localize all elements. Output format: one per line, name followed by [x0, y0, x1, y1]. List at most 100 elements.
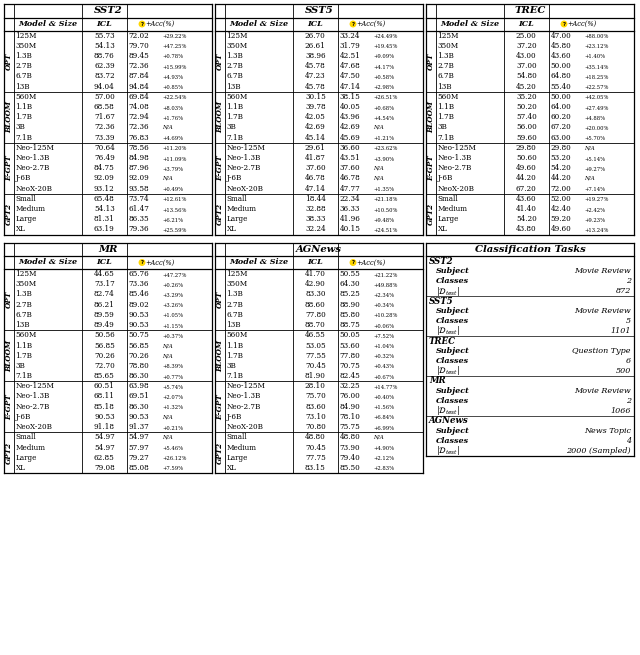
Text: +13.24%: +13.24%	[584, 228, 609, 233]
Text: 1.1B: 1.1B	[15, 103, 33, 111]
Text: 72.70: 72.70	[94, 362, 115, 370]
Text: XL: XL	[15, 464, 26, 472]
Text: 90.53: 90.53	[129, 413, 149, 421]
Text: 43.51: 43.51	[340, 154, 360, 162]
Text: ICL: ICL	[307, 259, 323, 267]
Text: 72.36: 72.36	[129, 62, 149, 70]
Text: Neo-125M: Neo-125M	[15, 383, 54, 390]
Text: 1.7B: 1.7B	[15, 352, 33, 360]
Text: 42.51: 42.51	[340, 52, 360, 60]
Text: +0.43%: +0.43%	[374, 364, 394, 369]
Text: 88.70: 88.70	[305, 321, 326, 329]
Text: Subject: Subject	[436, 387, 470, 395]
Text: Neo-125M: Neo-125M	[227, 144, 266, 152]
Text: 36.33: 36.33	[340, 205, 360, 213]
Text: N/A: N/A	[163, 435, 173, 440]
Text: 32.24: 32.24	[305, 225, 326, 233]
Text: +27.49%: +27.49%	[584, 105, 609, 111]
Text: 45.80: 45.80	[550, 42, 572, 50]
Text: 560M: 560M	[227, 331, 248, 339]
Text: +26.51%: +26.51%	[374, 95, 398, 100]
Text: SST5: SST5	[429, 297, 454, 306]
Text: 1.1B: 1.1B	[227, 341, 244, 350]
Text: Small: Small	[15, 195, 36, 203]
Text: SST2: SST2	[93, 7, 122, 15]
Text: 1.1B: 1.1B	[227, 103, 244, 111]
Text: ?: ?	[140, 22, 143, 27]
Text: +Acc(%): +Acc(%)	[356, 20, 386, 28]
Text: +0.26%: +0.26%	[163, 283, 184, 288]
Text: 92.09: 92.09	[129, 174, 149, 182]
Text: Classes: Classes	[436, 277, 469, 285]
Text: +0.37%: +0.37%	[163, 334, 184, 339]
Text: +4.54%: +4.54%	[374, 116, 394, 121]
Text: +8.03%: +8.03%	[163, 105, 184, 111]
Text: 54.20: 54.20	[550, 164, 572, 172]
Text: +1.05%: +1.05%	[163, 313, 184, 318]
Text: 50.56: 50.56	[94, 331, 115, 339]
Text: 43.96: 43.96	[340, 113, 360, 121]
Text: +1.21%: +1.21%	[374, 136, 394, 141]
Text: AGNews: AGNews	[296, 245, 342, 253]
Text: Movie Review: Movie Review	[574, 307, 631, 315]
Text: 50.60: 50.60	[516, 154, 537, 162]
Text: J-6B: J-6B	[438, 174, 453, 182]
Text: 42.90: 42.90	[305, 280, 326, 288]
Text: +13.56%: +13.56%	[163, 208, 187, 212]
Text: +4.88%: +4.88%	[584, 116, 605, 121]
Text: 560M: 560M	[227, 93, 248, 101]
Text: Large: Large	[15, 454, 37, 462]
Text: 89.02: 89.02	[129, 301, 149, 309]
Text: 72.94: 72.94	[129, 113, 149, 121]
Text: +2.42%: +2.42%	[584, 208, 605, 212]
Text: ICL: ICL	[97, 20, 112, 28]
Text: 1.3B: 1.3B	[227, 291, 243, 299]
Text: +12.61%: +12.61%	[163, 197, 187, 202]
Text: 54.80: 54.80	[516, 73, 537, 81]
Text: +0.67%: +0.67%	[374, 375, 394, 380]
Text: $|\mathcal{D}_{test}|$: $|\mathcal{D}_{test}|$	[436, 364, 460, 377]
Text: BLOOM: BLOOM	[216, 102, 224, 133]
Text: 3B: 3B	[15, 123, 26, 132]
Text: 31.79: 31.79	[340, 42, 360, 50]
Text: 43.00: 43.00	[516, 52, 536, 60]
Text: 350M: 350M	[15, 280, 36, 288]
Text: Medium: Medium	[227, 205, 257, 213]
Text: 62.85: 62.85	[94, 454, 115, 462]
Text: Small: Small	[227, 434, 247, 441]
Text: 1.7B: 1.7B	[227, 113, 243, 121]
Text: Subject: Subject	[436, 347, 470, 355]
Text: 85.46: 85.46	[129, 291, 149, 299]
Text: 68.11: 68.11	[94, 392, 115, 400]
Text: 2.7B: 2.7B	[227, 301, 243, 309]
Text: 44.20: 44.20	[516, 174, 537, 182]
Text: 94.84: 94.84	[129, 83, 149, 90]
Text: +5.46%: +5.46%	[163, 446, 184, 451]
Text: 45.20: 45.20	[516, 83, 537, 90]
Text: Movie Review: Movie Review	[574, 387, 631, 395]
Text: +Acc(%): +Acc(%)	[356, 259, 386, 267]
Text: Large: Large	[438, 215, 459, 223]
Text: E-GPT: E-GPT	[216, 394, 224, 420]
Text: 57.00: 57.00	[94, 93, 115, 101]
Text: 63.98: 63.98	[129, 383, 149, 390]
Text: TREC: TREC	[515, 7, 546, 15]
Text: +1.56%: +1.56%	[374, 405, 394, 410]
Text: XL: XL	[438, 225, 447, 233]
Text: 44.20: 44.20	[550, 174, 572, 182]
Text: Large: Large	[15, 215, 37, 223]
Text: E-GPT: E-GPT	[427, 155, 435, 181]
Text: 70.26: 70.26	[94, 352, 115, 360]
Text: +6.99%: +6.99%	[374, 426, 394, 430]
Text: 88.75: 88.75	[340, 321, 360, 329]
Text: 54.13: 54.13	[94, 205, 115, 213]
Text: 94.04: 94.04	[94, 83, 115, 90]
Text: N/A: N/A	[374, 125, 384, 130]
Text: N/A: N/A	[163, 415, 173, 419]
Text: N/A: N/A	[584, 145, 595, 150]
Text: OPT: OPT	[4, 291, 13, 309]
Text: 78.80: 78.80	[129, 362, 149, 370]
Text: GPT2: GPT2	[216, 441, 224, 464]
Text: ?: ?	[351, 260, 355, 265]
Text: GPT2: GPT2	[427, 203, 435, 225]
